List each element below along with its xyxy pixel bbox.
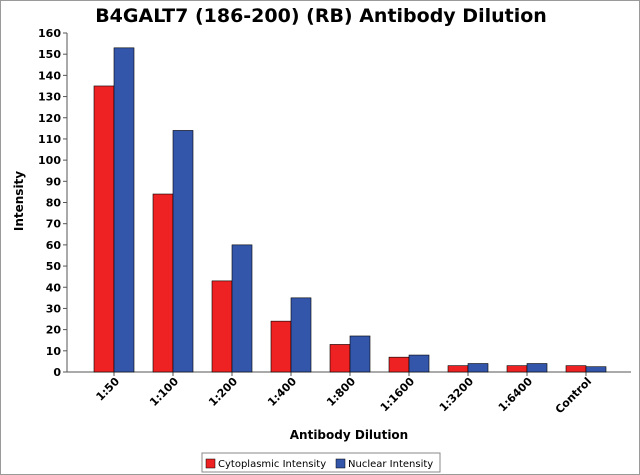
x-tick-label: 1:6400 <box>496 375 536 415</box>
plot-background <box>67 33 631 372</box>
y-tick-label: 30 <box>46 302 62 315</box>
y-tick-label: 160 <box>38 27 61 40</box>
x-tick-label: 1:50 <box>94 375 123 404</box>
legend-label-nuclear: Nuclear Intensity <box>348 459 433 470</box>
bar-nuclear <box>231 244 253 373</box>
bar-nuclear <box>349 335 371 373</box>
y-tick-label: 150 <box>38 48 61 61</box>
bar-cytoplasmic <box>270 320 292 373</box>
bar-nuclear <box>172 130 194 373</box>
legend-swatch-nuclear <box>335 458 346 469</box>
y-tick-label: 20 <box>46 324 62 337</box>
bar-nuclear <box>467 363 489 373</box>
y-tick-label: 70 <box>46 218 62 231</box>
bar-cytoplasmic <box>447 365 469 373</box>
legend-label-cytoplasmic: Cytoplasmic Intensity <box>218 459 326 470</box>
bars <box>93 47 607 373</box>
x-tick-label: 1:1600 <box>378 375 418 415</box>
legend: Cytoplasmic Intensity Nuclear Intensity <box>201 452 441 473</box>
y-axis-label: Intensity <box>12 171 26 231</box>
chart-title: B4GALT7 (186-200) (RB) Antibody Dilution <box>95 5 547 27</box>
bar-nuclear <box>408 354 430 373</box>
y-tick-label: 80 <box>46 197 62 210</box>
y-tick-label: 110 <box>38 133 61 146</box>
y-axis: 0 10 20 30 40 50 60 70 80 90 100 110 120 130 140 150 160 <box>38 27 68 379</box>
bar-cytoplasmic <box>211 280 233 373</box>
y-tick-label: 40 <box>46 281 62 294</box>
x-tick-label: 1:200 <box>206 375 240 409</box>
bar-cytoplasmic <box>152 193 174 373</box>
bar-cytoplasmic <box>388 356 410 373</box>
y-tick-label: 50 <box>46 260 62 273</box>
bar-cytoplasmic <box>506 365 528 373</box>
bar-cytoplasmic <box>565 365 587 373</box>
x-axis: 1:50 1:100 1:200 1:400 1:800 1:1600 1:3200 1:64… <box>67 371 631 416</box>
y-tick-label: 120 <box>38 112 61 125</box>
y-tick-label: 10 <box>46 345 62 358</box>
bar-cytoplasmic <box>93 85 115 373</box>
bar-nuclear <box>585 366 607 373</box>
x-tick-label: Control <box>553 375 594 416</box>
x-axis-label: Antibody Dilution <box>290 428 408 442</box>
x-tick-label: 1:800 <box>324 375 358 409</box>
y-tick-label: 90 <box>46 175 62 188</box>
legend-swatch-cytoplasmic <box>205 458 216 469</box>
x-tick-label: 1:400 <box>265 375 299 409</box>
bar-nuclear <box>113 47 135 373</box>
y-tick-label: 130 <box>38 91 61 104</box>
y-tick-label: 100 <box>38 154 61 167</box>
y-tick-label: 60 <box>46 239 62 252</box>
plot-area <box>67 33 631 372</box>
bar-nuclear <box>290 297 312 373</box>
bar-nuclear <box>526 363 548 373</box>
x-tick-label: 1:100 <box>147 375 181 409</box>
bar-cytoplasmic <box>329 344 351 373</box>
legend-box <box>201 452 441 473</box>
x-tick-label: 1:3200 <box>437 375 477 415</box>
y-tick-label: 0 <box>53 366 61 379</box>
y-tick-label: 140 <box>38 69 61 82</box>
